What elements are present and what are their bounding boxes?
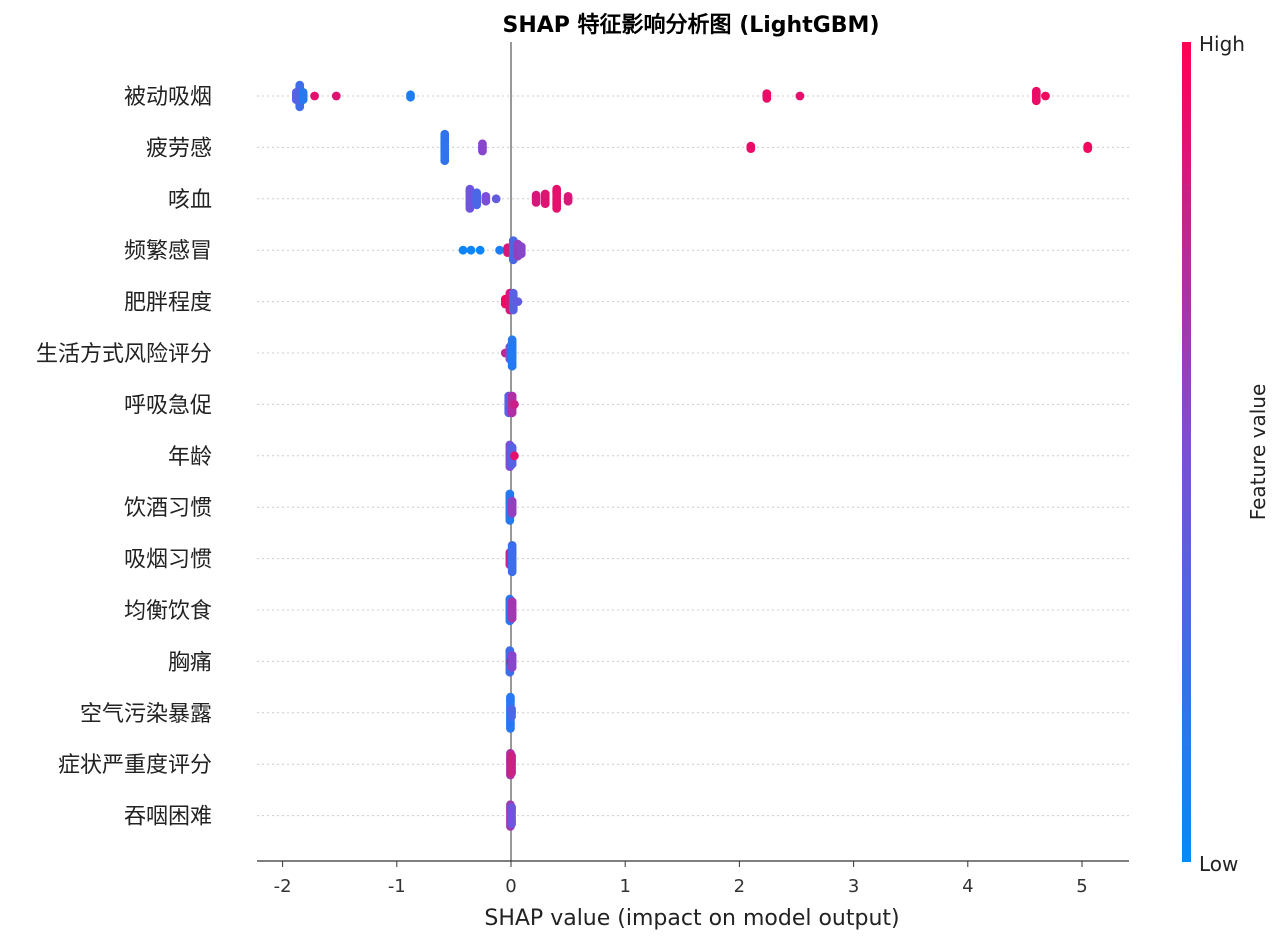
shap-point bbox=[495, 245, 504, 255]
feature-label: 吸烟习惯 bbox=[124, 548, 212, 573]
feature-label: 均衡饮食 bbox=[124, 599, 212, 624]
shap-point bbox=[478, 146, 487, 156]
shap-point bbox=[531, 198, 541, 207]
shap-point bbox=[508, 305, 518, 315]
feature-label: 症状严重度评分 bbox=[58, 753, 212, 778]
x-tick-label: 5 bbox=[1076, 876, 1087, 897]
shap-point bbox=[1031, 96, 1041, 106]
x-tick-label: -2 bbox=[274, 876, 292, 897]
x-tick-label: -1 bbox=[388, 876, 406, 897]
shap-point bbox=[507, 361, 517, 371]
feature-label: 频繁感冒 bbox=[124, 239, 212, 264]
shap-point bbox=[406, 92, 415, 102]
feature-label: 咳血 bbox=[168, 188, 212, 213]
feature-label: 疲劳感 bbox=[146, 136, 212, 161]
data-points bbox=[291, 80, 1093, 831]
shap-point bbox=[507, 819, 516, 829]
shap-point bbox=[331, 91, 341, 101]
shap-point bbox=[507, 508, 517, 518]
colorbar-low-label: Low bbox=[1199, 852, 1238, 876]
x-tick-label: 2 bbox=[734, 876, 745, 897]
shap-point bbox=[506, 724, 515, 733]
shap-point bbox=[513, 297, 523, 306]
chart-title: SHAP 特征影响分析图 (LightGBM) bbox=[502, 12, 879, 38]
x-axis-label: SHAP value (impact on model output) bbox=[484, 906, 899, 931]
x-tick-label: 1 bbox=[619, 876, 630, 897]
shap-point bbox=[507, 459, 517, 469]
shap-point bbox=[507, 768, 516, 777]
shap-point bbox=[440, 156, 450, 166]
shap-point bbox=[1041, 91, 1050, 101]
shap-point bbox=[505, 516, 515, 525]
colorbar-high-label: High bbox=[1199, 32, 1245, 56]
feature-label: 被动吸烟 bbox=[124, 85, 212, 110]
feature-label: 生活方式风险评分 bbox=[36, 342, 212, 367]
shap-point bbox=[762, 94, 772, 103]
shap-point bbox=[563, 196, 573, 206]
shap-point bbox=[472, 200, 482, 210]
shap-point bbox=[458, 245, 468, 255]
shap-point bbox=[491, 194, 501, 204]
x-tick-label: 4 bbox=[962, 876, 973, 897]
shap-point bbox=[507, 567, 517, 577]
shap-point bbox=[510, 451, 519, 461]
feature-label: 空气污染暴露 bbox=[80, 702, 212, 727]
colorbar bbox=[1182, 42, 1191, 862]
shap-point bbox=[507, 614, 517, 623]
shap-point bbox=[795, 91, 805, 101]
shap-point bbox=[291, 95, 301, 104]
x-tick-label: 3 bbox=[848, 876, 859, 897]
shap-point bbox=[466, 245, 476, 255]
shap-point bbox=[298, 95, 308, 104]
feature-label: 胸痛 bbox=[168, 650, 212, 675]
shap-point bbox=[510, 400, 519, 409]
shap-point bbox=[507, 663, 517, 672]
x-tick-label: 0 bbox=[505, 876, 516, 897]
shap-point bbox=[746, 144, 756, 154]
shap-point bbox=[540, 199, 550, 209]
shap-point bbox=[295, 102, 305, 112]
shap-point bbox=[516, 249, 526, 259]
shap-point bbox=[310, 91, 319, 101]
shap-point bbox=[507, 408, 517, 418]
shap-point bbox=[1083, 144, 1093, 154]
shap-point bbox=[552, 204, 562, 213]
shap-point bbox=[465, 204, 475, 213]
feature-label: 呼吸急促 bbox=[124, 393, 212, 418]
shap-point bbox=[475, 245, 485, 255]
x-axis-ticks: -2 -1 0 1 2 3 4 5 bbox=[274, 861, 1088, 897]
feature-label: 饮酒习惯 bbox=[124, 496, 212, 521]
shap-point bbox=[481, 196, 491, 206]
shap-point bbox=[507, 712, 516, 721]
colorbar-label: Feature value bbox=[1246, 384, 1270, 521]
feature-labels: 被动吸烟疲劳感咳血频繁感冒肥胖程度生活方式风险评分呼吸急促年龄饮酒习惯吸烟习惯均… bbox=[36, 85, 212, 830]
grid-lines bbox=[257, 95, 1129, 817]
feature-label: 吞咽困难 bbox=[124, 805, 212, 830]
feature-label: 肥胖程度 bbox=[124, 291, 212, 316]
feature-label: 年龄 bbox=[168, 445, 212, 470]
